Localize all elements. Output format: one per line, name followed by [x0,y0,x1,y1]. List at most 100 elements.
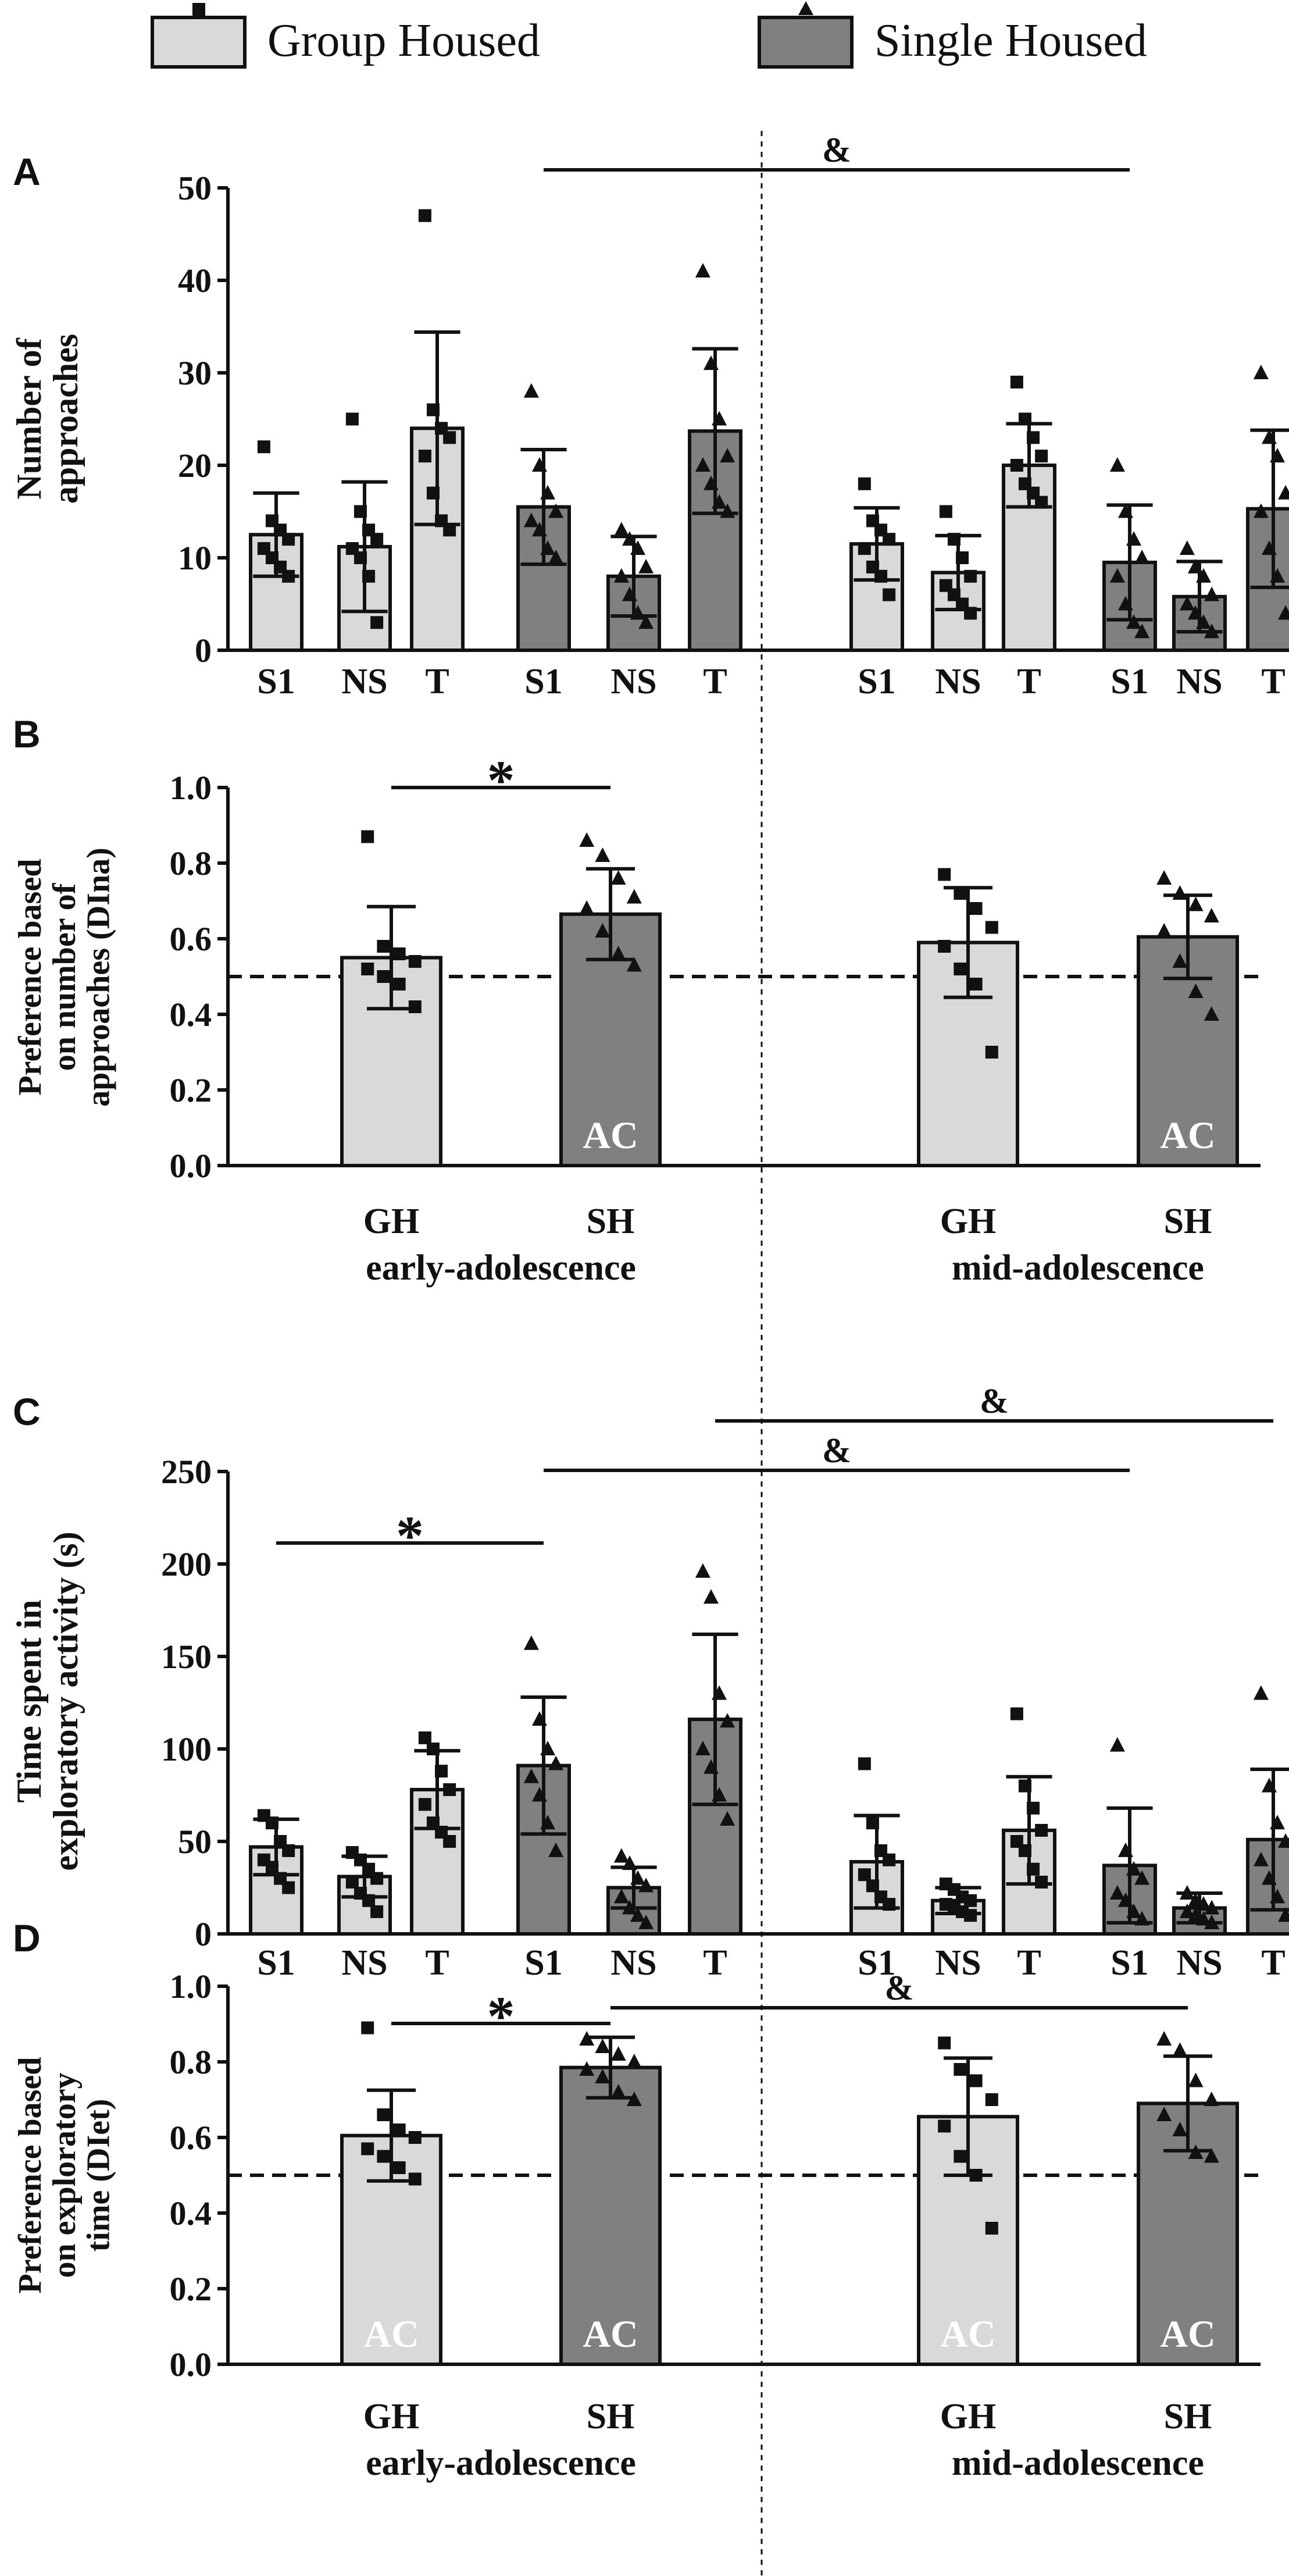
data-point [408,1000,422,1013]
data-point [883,1898,896,1911]
data-point [964,607,977,620]
data-point [370,1905,384,1918]
data-point [1278,1907,1289,1922]
data-point [939,505,952,518]
data-point [282,533,295,546]
data-point [1204,908,1219,922]
significance-label: & [822,131,851,169]
y-axis-label: time (DIet) [81,2099,117,2252]
x-tick-label: T [1261,662,1285,701]
y-tick-label: 100 [161,1730,212,1768]
data-point [964,1909,977,1922]
x-tick-label: S1 [858,1943,895,1983]
data-point [1035,496,1048,509]
data-point [985,2222,998,2235]
data-point [418,1798,431,1811]
data-point [1109,568,1125,583]
data-point [548,503,564,518]
data-point [1134,1911,1150,1926]
data-point [548,550,564,564]
data-point [579,2031,595,2046]
data-point [1117,1892,1133,1907]
period-label-mid: mid-adolescence [952,2443,1204,2483]
data-point [265,1816,278,1830]
data-point [1172,885,1188,900]
y-axis-label: on exploratory [47,2072,83,2278]
y-tick-label: 0.8 [170,845,212,882]
legend-swatch-single-housed [758,16,854,69]
data-point [540,1815,556,1830]
data-point [938,940,951,953]
data-point [1278,605,1289,620]
data-point [282,1881,295,1894]
data-point [947,533,960,546]
data-point [1196,1896,1212,1911]
x-tick-label: NS [610,662,656,701]
data-point [1187,1907,1203,1922]
significance-label: * [396,1505,424,1567]
data-point [408,955,422,968]
y-axis-label: approaches [47,334,85,504]
data-point [579,2061,595,2076]
y-tick-label: 0 [195,1915,212,1953]
data-point [354,551,367,564]
data-point [1035,1875,1048,1889]
y-axis-label: Time spent in [10,1600,48,1803]
bar-label-ac: AC [1160,1114,1215,1157]
x-tick-label: T [1261,1943,1285,1983]
data-point [1270,448,1286,463]
data-point [1156,2107,1172,2121]
data-point [866,1816,879,1830]
x-tick-label: GH [363,1202,419,1241]
data-point [1109,1885,1125,1900]
data-point [361,2021,374,2035]
y-axis-label: on number of [47,882,83,1071]
data-point [531,457,547,472]
data-point [712,411,727,426]
x-tick-label: NS [341,662,387,701]
x-tick-label: T [425,662,449,701]
data-point [523,383,539,398]
data-point [1027,1862,1040,1876]
data-point [282,1844,295,1857]
data-point [1204,586,1220,601]
data-point [1156,870,1172,885]
data-point [1126,1861,1142,1876]
data-point [1126,614,1142,629]
data-point [345,412,359,426]
x-tick-label: S1 [1111,1943,1148,1983]
data-point [1109,457,1125,472]
data-point [1278,484,1289,500]
x-tick-label: SH [1164,1202,1212,1241]
data-point [1027,431,1040,444]
x-tick-label: S1 [524,1943,562,1983]
data-point [613,522,629,537]
data-point [1261,540,1277,555]
data-point [595,2039,610,2053]
data-point [626,2054,642,2068]
data-point [626,2092,642,2106]
data-point [1204,623,1220,639]
legend-label-single-housed: Single Housed [874,15,1147,66]
bar-label-ac: AC [363,2313,419,2356]
data-point [622,586,637,601]
data-point [638,1914,654,1929]
y-tick-label: 0.4 [170,996,212,1034]
data-point [703,475,719,490]
data-point [985,921,998,934]
data-point [1188,984,1204,998]
data-point [1196,568,1212,583]
data-point [540,1741,556,1755]
x-tick-label: GH [940,1202,996,1241]
data-point [883,588,896,601]
x-tick-label: S1 [257,662,295,701]
data-point [938,2036,951,2050]
data-point [1270,1889,1286,1904]
data-point [1010,1707,1023,1720]
data-point [954,2150,967,2163]
y-tick-label: 250 [161,1453,212,1491]
data-point [1172,953,1188,968]
data-point [443,1783,456,1796]
